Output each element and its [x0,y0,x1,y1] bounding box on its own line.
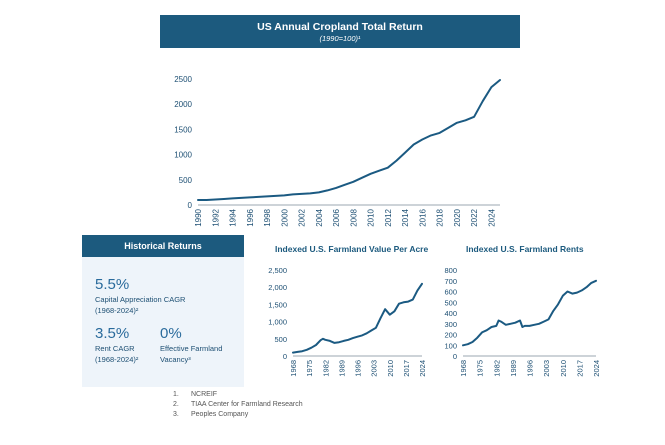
x-tick-label: 1998 [263,208,272,226]
x-tick-label: 2018 [436,208,445,226]
y-tick-label: 2500 [174,75,192,84]
x-tick-label: 2017 [402,360,411,377]
x-tick-label: 1975 [476,360,485,377]
footnote-item: 2. TIAA Center for Farmland Research [173,400,303,410]
y-tick-label: 0 [188,201,193,210]
x-tick-label: 2024 [418,360,427,377]
footnote-text: TIAA Center for Farmland Research [191,401,303,408]
footnote-text: Peoples Company [191,411,249,418]
main-chart-title-banner: US Annual Cropland Total Return (1990=10… [160,15,520,48]
y-tick-label: 0 [453,352,457,361]
y-tick-label: 1,500 [268,300,287,309]
x-tick-label: 2016 [418,208,427,226]
x-tick-label: 1989 [509,360,518,377]
x-tick-label: 2004 [315,208,324,226]
rent-cagr-label-line1: Rent CAGR [95,344,135,353]
x-tick-label: 1992 [211,208,220,226]
x-tick-label: 2020 [453,208,462,226]
x-tick-label: 1982 [321,360,330,377]
y-tick-label: 1500 [174,125,192,134]
x-tick-label: 1994 [229,208,238,226]
x-tick-label: 1982 [492,360,501,377]
x-tick-label: 1989 [337,360,346,377]
x-tick-label: 2008 [349,208,358,226]
rent-cagr-value: 3.5% [95,325,130,342]
y-tick-label: 2,000 [268,283,287,292]
x-tick-label: 1996 [246,208,255,226]
series-line [197,79,501,201]
y-tick-label: 0 [283,352,287,361]
x-tick-label: 2003 [542,360,551,377]
capital-appreciation-value: 5.5% [95,276,130,293]
historical-returns-header: Historical Returns [82,235,244,257]
vacancy-label: Effective Farmland Vacancy³ [160,344,222,365]
y-tick-label: 200 [444,331,457,340]
footnote-item: 3. Peoples Company [173,410,303,420]
rent-cagr-label: Rent CAGR (1968-2024)² [95,344,138,365]
historical-returns-panel [82,235,244,387]
farmland-value-chart-title: Indexed U.S. Farmland Value Per Acre [275,244,429,254]
farmland-rents-chart-title: Indexed U.S. Farmland Rents [466,244,584,254]
x-tick-label: 2022 [470,208,479,226]
x-tick-label: 2006 [332,208,341,226]
y-tick-label: 300 [444,320,457,329]
main-chart-subtitle: (1990=100)¹ [319,34,361,43]
y-tick-label: 400 [444,309,457,318]
vacancy-label-line2: Vacancy³ [160,354,191,364]
series-line [462,279,597,347]
footnotes: 1. NCREIF 2. TIAA Center for Farmland Rese… [173,390,303,420]
x-tick-label: 2024 [487,208,496,226]
y-tick-label: 1,000 [268,318,287,327]
y-tick-label: 100 [444,341,457,350]
vacancy-value: 0% [160,325,182,342]
x-tick-label: 2012 [384,208,393,226]
y-tick-label: 2000 [174,100,192,109]
y-tick-label: 500 [444,298,457,307]
x-tick-label: 2002 [298,208,307,226]
x-tick-label: 2010 [559,360,568,377]
footnote-item: 1. NCREIF [173,390,303,400]
x-tick-label: 2000 [280,208,289,226]
x-tick-label: 2017 [575,360,584,377]
capital-appreciation-label: Capital Appreciation CAGR (1968-2024)² [95,295,185,316]
x-tick-label: 1975 [305,360,314,377]
vacancy-label-line1: Effective Farmland [160,344,223,353]
capital-appreciation-label-line1: Capital Appreciation CAGR [95,295,186,304]
footnote-text: NCREIF [191,391,218,398]
series-line [292,282,423,354]
y-tick-label: 2,500 [268,266,287,275]
footnote-number: 1. [173,391,179,398]
x-tick-label: 2024 [592,360,601,377]
x-tick-label: 1996 [354,360,363,377]
x-tick-label: 2010 [367,208,376,226]
y-tick-label: 500 [274,335,287,344]
y-tick-label: 600 [444,288,457,297]
footnote-number: 2. [173,401,179,408]
y-tick-label: 700 [444,277,457,286]
x-tick-label: 1968 [459,360,468,377]
x-tick-label: 1990 [194,208,203,226]
y-tick-label: 800 [444,266,457,275]
x-tick-label: 1996 [526,360,535,377]
footnote-number: 3. [173,411,179,418]
x-tick-label: 2014 [401,208,410,226]
x-tick-label: 1968 [289,360,298,377]
x-tick-label: 2003 [370,360,379,377]
y-tick-label: 500 [179,176,193,185]
x-tick-label: 2010 [386,360,395,377]
rent-cagr-label-line2: (1968-2024)² [95,354,139,364]
capital-appreciation-label-line2: (1968-2024)² [95,305,139,315]
y-tick-label: 1000 [174,151,192,160]
main-chart-title: US Annual Cropland Total Return [257,21,423,33]
